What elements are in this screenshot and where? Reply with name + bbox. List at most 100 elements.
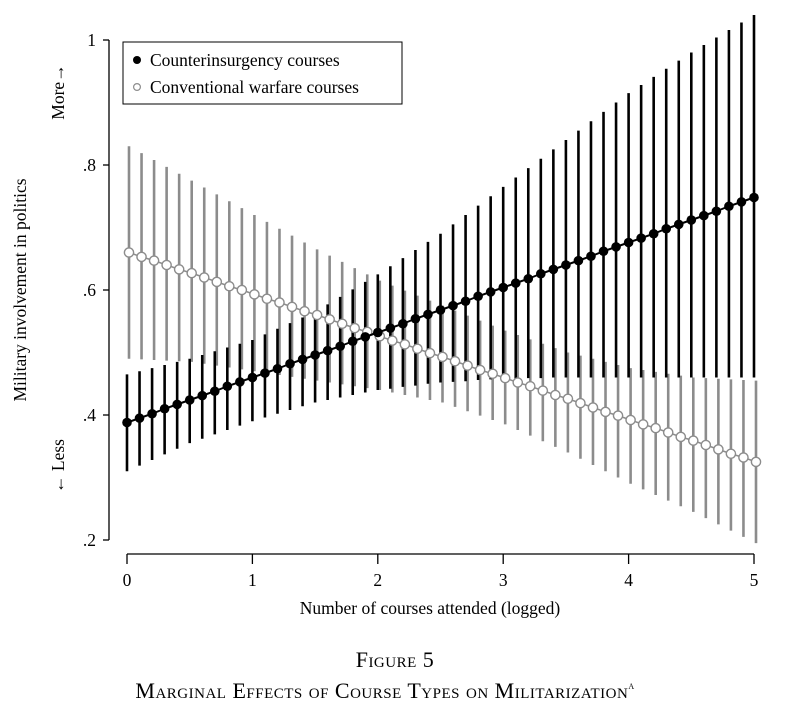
y-tick-label: 1	[87, 30, 96, 50]
counterinsurgency-point	[260, 368, 270, 378]
counterinsurgency-point	[235, 377, 245, 387]
counterinsurgency-point	[536, 268, 546, 279]
counterinsurgency-point	[661, 223, 672, 234]
counterinsurgency-point	[147, 408, 157, 419]
conventional-point	[562, 393, 574, 405]
y-tick-label: .6	[83, 280, 96, 300]
conventional-point	[600, 406, 611, 418]
conventional-point	[612, 410, 624, 421]
conventional-point	[387, 335, 398, 346]
conventional-point	[650, 422, 661, 434]
conventional-point	[524, 380, 536, 392]
conventional-point	[637, 419, 649, 430]
conventional-point	[173, 264, 185, 275]
counterinsurgency-point	[510, 278, 521, 288]
counterinsurgency-point	[159, 403, 170, 414]
y-tick-label: .4	[83, 405, 96, 425]
figure-title: Marginal Effects of Course Types on Mili…	[135, 678, 634, 703]
counterinsurgency-point	[134, 413, 145, 423]
counterinsurgency-point	[435, 305, 446, 315]
conventional-point	[136, 251, 147, 263]
counterinsurgency-point	[247, 372, 258, 383]
conventional-point	[713, 444, 724, 455]
counterinsurgency-point	[648, 228, 659, 239]
legend: Counterinsurgency courses Conventional w…	[122, 41, 403, 105]
counterinsurgency-point	[611, 242, 621, 252]
legend-marker-counterinsurgency	[133, 56, 141, 64]
conventional-point	[688, 435, 699, 446]
conventional-point	[700, 439, 712, 451]
counterinsurgency-point	[736, 197, 747, 207]
counterinsurgency-point	[322, 345, 333, 356]
counterinsurgency-point	[498, 282, 509, 293]
x-tick-label: 1	[248, 570, 257, 590]
x-tick-label: 0	[123, 570, 132, 590]
conventional-point	[750, 456, 762, 468]
figure-title-text: Marginal Effects of Course Types on Mili…	[135, 678, 628, 703]
counterinsurgency-point	[561, 260, 571, 270]
counterinsurgency-point	[423, 309, 433, 320]
counterinsurgency-point	[285, 358, 295, 369]
x-axis-label: Number of courses attended (logged)	[300, 598, 561, 618]
conventional-point	[324, 314, 335, 325]
x-ticks: 0 1 2 3 4 5	[123, 554, 759, 590]
conventional-point	[625, 414, 636, 426]
x-tick-label: 5	[750, 570, 759, 590]
y-ticks: .2 .4 .6 .8 1	[83, 30, 109, 550]
conventional-point	[550, 389, 561, 401]
conventional-point	[412, 343, 423, 355]
conventional-point	[662, 427, 674, 438]
counterinsurgency-point	[335, 341, 345, 352]
counterinsurgency-point	[347, 336, 358, 347]
counterinsurgency-point	[197, 390, 208, 401]
conventional-point	[186, 267, 197, 279]
y-axis-label: Military involvement in politics	[10, 178, 30, 401]
counterinsurgency-point	[711, 206, 722, 217]
conventional-point	[249, 289, 260, 300]
counterinsurgency-point	[686, 215, 697, 225]
y-axis-more-label: More→	[48, 64, 68, 119]
counterinsurgency-point	[473, 291, 483, 302]
y-axis-less-label: ← Less	[48, 439, 68, 493]
counterinsurgency-point	[209, 386, 220, 397]
counterinsurgency-point	[699, 210, 709, 221]
conventional-point	[537, 385, 549, 396]
x-tick-label: 3	[499, 570, 508, 590]
y-tick-label: .2	[83, 530, 96, 550]
conventional-point	[487, 368, 498, 380]
conventional-ci-layer	[127, 146, 758, 544]
counterinsurgency-points-layer	[122, 192, 759, 428]
conventional-point	[449, 355, 461, 367]
counterinsurgency-point	[410, 313, 421, 324]
counterinsurgency-point	[749, 192, 759, 203]
conventional-point	[261, 293, 273, 305]
counterinsurgency-point	[122, 417, 132, 428]
conventional-point	[575, 397, 586, 409]
counterinsurgency-point	[586, 251, 596, 262]
counterinsurgency-point	[548, 264, 559, 275]
conventional-point	[236, 284, 248, 296]
conventional-point	[675, 431, 687, 443]
counterinsurgency-point	[485, 287, 496, 297]
counterinsurgency-point	[222, 381, 233, 392]
conventional-point	[286, 301, 298, 313]
conventional-points-layer	[123, 247, 762, 468]
conventional-point	[499, 372, 511, 384]
counterinsurgency-point	[724, 201, 734, 212]
counterinsurgency-point	[373, 327, 383, 338]
conventional-point	[224, 280, 235, 292]
counterinsurgency-point	[272, 363, 283, 374]
conventional-point	[311, 309, 323, 321]
legend-marker-conventional	[133, 82, 142, 91]
conventional-point	[336, 318, 348, 330]
conventional-point	[725, 448, 737, 460]
conventional-point	[424, 347, 436, 359]
conventional-point	[399, 339, 411, 350]
conventional-point	[161, 259, 172, 271]
counterinsurgency-point	[636, 233, 646, 243]
conventional-point	[274, 297, 285, 308]
conventional-point	[437, 351, 448, 363]
conventional-point	[474, 364, 486, 376]
conventional-point	[349, 322, 361, 334]
conventional-point	[512, 377, 524, 388]
